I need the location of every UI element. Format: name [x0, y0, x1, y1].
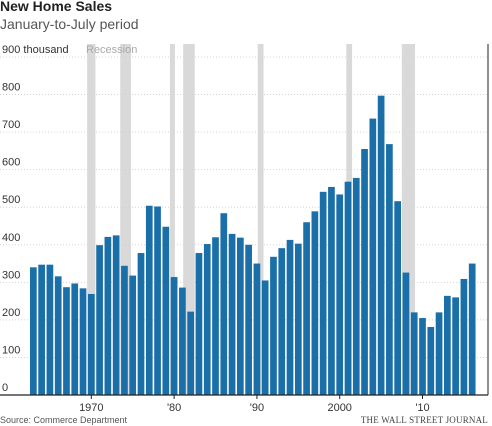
xtick-label-1990: '90 — [250, 402, 264, 414]
ytick-label-300: 300 — [2, 269, 20, 281]
bar-1979 — [162, 226, 170, 395]
bar-1994 — [286, 239, 294, 395]
ytick-label-200: 200 — [2, 307, 20, 319]
bar-1975 — [129, 275, 137, 395]
chart-subtitle: January-to-July period — [0, 16, 139, 32]
ytick-label-600: 600 — [2, 157, 20, 169]
ytick-label-700: 700 — [2, 119, 20, 131]
bar-1974 — [121, 265, 128, 395]
bar-1980 — [170, 277, 178, 395]
bar-1984 — [203, 244, 211, 395]
bar-1976 — [137, 253, 145, 395]
bar-1973 — [112, 235, 120, 395]
bar-1982 — [187, 311, 195, 395]
bar-1990 — [253, 263, 261, 395]
bar-1977 — [145, 205, 153, 395]
bar-1996 — [303, 222, 310, 395]
ytick-label-100: 100 — [2, 344, 20, 356]
xtick-label-1970: 1970 — [79, 402, 103, 414]
bar-1987 — [228, 233, 236, 395]
bar-1997 — [311, 211, 319, 395]
bar-1978 — [154, 206, 161, 395]
bar-1965 — [46, 264, 54, 395]
xtick-label-1980: '80 — [167, 402, 181, 414]
bar-2001 — [344, 181, 352, 395]
bar-1964 — [38, 264, 45, 395]
bar-1988 — [237, 237, 244, 395]
bar-2007 — [394, 201, 402, 395]
bar-2014 — [452, 297, 459, 395]
bar-2012 — [435, 312, 443, 395]
bar-1986 — [220, 213, 228, 395]
chart-title: New Home Sales — [0, 0, 112, 14]
bars — [30, 95, 476, 396]
bar-1969 — [79, 288, 87, 395]
bar-2009 — [410, 312, 418, 395]
bar-1981 — [179, 287, 186, 395]
recession-band-3 — [169, 44, 175, 395]
bar-1998 — [319, 191, 327, 395]
recession-band-1 — [87, 44, 96, 395]
recession-label: Recession — [86, 44, 137, 56]
credit-label: THE WALL STREET JOURNAL — [361, 415, 488, 425]
bar-1968 — [71, 283, 79, 395]
bar-1991 — [261, 280, 269, 395]
source-note: Source: Commerce Department — [0, 415, 128, 425]
bar-2004 — [369, 118, 377, 395]
bar-1966 — [54, 276, 62, 395]
bar-1970 — [87, 293, 95, 395]
bar-2008 — [402, 272, 410, 395]
bar-2010 — [419, 318, 426, 395]
bar-1971 — [96, 245, 103, 395]
xtick-label-2010: '10 — [415, 402, 429, 414]
bar-1999 — [328, 186, 335, 395]
bar-1963 — [30, 267, 37, 395]
bar-2016 — [468, 263, 476, 395]
bar-1992 — [270, 256, 277, 395]
bar-1985 — [212, 237, 219, 395]
ytick-label-800: 800 — [2, 82, 20, 94]
recession-band-5 — [257, 44, 264, 395]
bar-1989 — [245, 244, 252, 395]
x-axis-labels: 1970 '80 '90 2000 '10 — [79, 395, 430, 414]
ytick-label-500: 500 — [2, 194, 20, 206]
y-axis-labels: 0 100 200 300 400 500 600 700 800 900 thousand — [2, 44, 69, 394]
recession-band-4 — [183, 44, 195, 395]
bar-1967 — [63, 287, 70, 395]
ytick-label-400: 400 — [2, 232, 20, 244]
bar-1995 — [294, 243, 302, 395]
bar-2003 — [361, 149, 368, 395]
ytick-label-900: 900 thousand — [2, 44, 69, 56]
bar-2015 — [460, 278, 468, 395]
bar-1983 — [195, 253, 203, 395]
bar-2005 — [377, 95, 385, 396]
bar-2013 — [444, 295, 451, 395]
bar-2002 — [352, 177, 360, 395]
bar-2000 — [336, 194, 344, 395]
bar-1972 — [104, 236, 112, 395]
xtick-label-2000: 2000 — [327, 402, 351, 414]
ytick-label-0: 0 — [2, 382, 8, 394]
recession-band-2 — [120, 44, 132, 395]
bar-2011 — [427, 327, 435, 395]
bar-2006 — [386, 144, 393, 395]
bar-1993 — [278, 248, 286, 395]
